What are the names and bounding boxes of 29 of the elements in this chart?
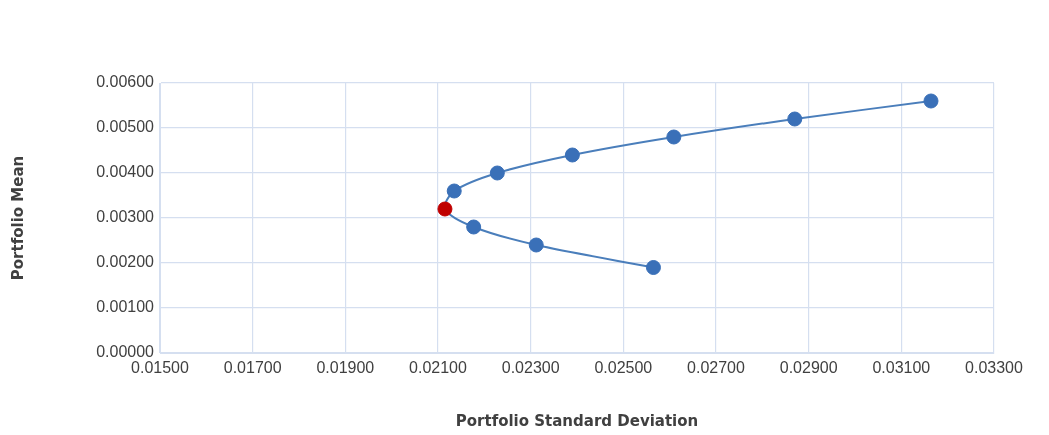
y-tick-label: 0.00600 [96, 73, 155, 91]
point [466, 219, 482, 235]
x-tick-label: 0.03300 [965, 359, 1024, 377]
y-tick-label: 0.00000 [96, 343, 155, 361]
point [666, 129, 682, 145]
point [923, 93, 939, 109]
x-axis-title: Portfolio Standard Deviation [455, 411, 699, 430]
y-tick-label: 0.00300 [96, 208, 155, 226]
y-tick-label: 0.00500 [96, 118, 155, 136]
y-tick-label: 0.00100 [96, 298, 155, 316]
x-tick-label: 0.02700 [687, 359, 746, 377]
x-tick-label: 0.02100 [409, 359, 468, 377]
x-tick-label: 0.01900 [316, 359, 375, 377]
point [489, 165, 505, 181]
point [787, 111, 803, 127]
x-tick-label: 0.02300 [501, 359, 560, 377]
y-axis-title: Portfolio Mean [8, 155, 27, 281]
point [645, 260, 661, 275]
y-tick-label: 0.00400 [96, 163, 155, 181]
x-tick-label: 0.01700 [223, 359, 282, 377]
x-tick-label: 0.01500 [131, 359, 190, 377]
y-tick-label: 0.00200 [96, 253, 155, 271]
x-tick-label: 0.03100 [872, 359, 931, 377]
point [528, 237, 544, 253]
point [437, 201, 453, 217]
x-tick-label: 0.02500 [594, 359, 653, 377]
point [564, 147, 580, 163]
point [446, 183, 462, 199]
x-tick-label: 0.02900 [779, 359, 838, 377]
